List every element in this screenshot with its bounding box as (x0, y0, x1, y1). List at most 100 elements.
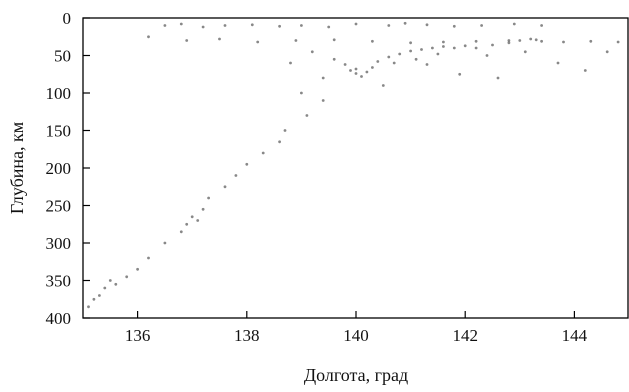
data-point (452, 46, 456, 50)
data-point (376, 60, 380, 63)
y-tick-label: 50 (54, 47, 71, 66)
data-point (223, 24, 227, 27)
data-point (392, 61, 396, 65)
data-point (540, 24, 543, 27)
data-point (425, 23, 429, 27)
data-point (234, 174, 238, 177)
data-point (371, 39, 374, 43)
data-point (289, 61, 292, 65)
data-point (398, 52, 402, 56)
y-tick-label: 0 (63, 9, 72, 28)
data-point (185, 39, 189, 42)
data-point (245, 162, 249, 166)
x-axis-label: Долгота, град (304, 365, 408, 385)
data-point (250, 23, 254, 27)
data-point (201, 25, 205, 29)
data-point (387, 55, 391, 59)
x-tick-label: 136 (125, 326, 151, 345)
data-point (583, 69, 587, 72)
data-point (442, 45, 445, 48)
data-point (343, 63, 347, 66)
data-point (163, 241, 167, 245)
data-point (414, 57, 418, 61)
y-tick-label: 300 (46, 234, 72, 253)
data-point (256, 40, 260, 44)
data-point (480, 24, 483, 27)
y-tick-label: 200 (46, 159, 72, 178)
data-point (381, 84, 385, 87)
data-point (365, 70, 369, 74)
y-tick-label: 350 (46, 272, 72, 291)
data-point (512, 22, 516, 26)
data-point (196, 219, 200, 222)
data-point (321, 76, 325, 80)
data-point (605, 50, 609, 54)
data-point (523, 50, 527, 54)
data-point (114, 282, 118, 286)
data-point (185, 222, 189, 226)
data-point (409, 41, 412, 45)
data-point (442, 40, 445, 44)
data-point (300, 24, 303, 27)
data-point (278, 24, 281, 28)
data-point (349, 69, 352, 72)
y-axis-ticks: 0 50 100 150 200 250 300 350 400 (46, 9, 90, 328)
data-point (496, 76, 500, 80)
x-tick-label: 140 (343, 326, 369, 345)
data-point (452, 24, 456, 28)
data-point (147, 35, 150, 39)
data-point (485, 54, 489, 57)
y-tick-label: 150 (46, 122, 72, 141)
data-point (387, 24, 391, 27)
data-point (223, 185, 227, 189)
x-axis-ticks: 136 138 140 142 144 (125, 311, 588, 345)
x-tick-label: 144 (562, 326, 588, 345)
data-point (87, 305, 90, 309)
data-point (300, 91, 303, 95)
data-point (98, 294, 101, 297)
data-point (354, 72, 358, 75)
plot-frame (82, 17, 629, 319)
y-axis-label: Глубина, км (7, 122, 27, 214)
data-point (190, 215, 194, 219)
data-point (409, 49, 412, 53)
data-point (163, 24, 167, 27)
data-point (332, 57, 336, 61)
data-point (589, 39, 593, 43)
y-tick-label: 250 (46, 197, 72, 216)
y-tick-label: 100 (46, 84, 72, 103)
data-point (332, 38, 336, 42)
data-point (321, 99, 325, 102)
data-point (179, 22, 183, 26)
x-tick-label: 138 (234, 326, 260, 345)
data-point (218, 37, 221, 41)
data-point (327, 25, 331, 29)
data-point (360, 75, 363, 78)
data-point (556, 61, 560, 65)
data-point (534, 38, 538, 42)
data-point (403, 21, 407, 25)
data-point (136, 267, 140, 271)
data-point (354, 22, 358, 26)
data-point (125, 275, 129, 279)
data-point (463, 44, 467, 48)
data-point (179, 230, 183, 234)
y-tick-label: 400 (46, 309, 72, 328)
data-point (616, 40, 620, 44)
data-point (354, 67, 358, 71)
data-point (147, 256, 150, 260)
data-point (278, 140, 281, 144)
data-point (540, 39, 543, 43)
data-point (201, 207, 205, 211)
data-point (458, 72, 462, 76)
data-point (425, 63, 429, 66)
data-point (436, 52, 440, 56)
data-point (305, 114, 309, 117)
data-point (207, 196, 211, 200)
data-point (371, 66, 374, 69)
points-layer (87, 21, 620, 309)
data-point (518, 39, 522, 42)
data-point (294, 39, 298, 42)
